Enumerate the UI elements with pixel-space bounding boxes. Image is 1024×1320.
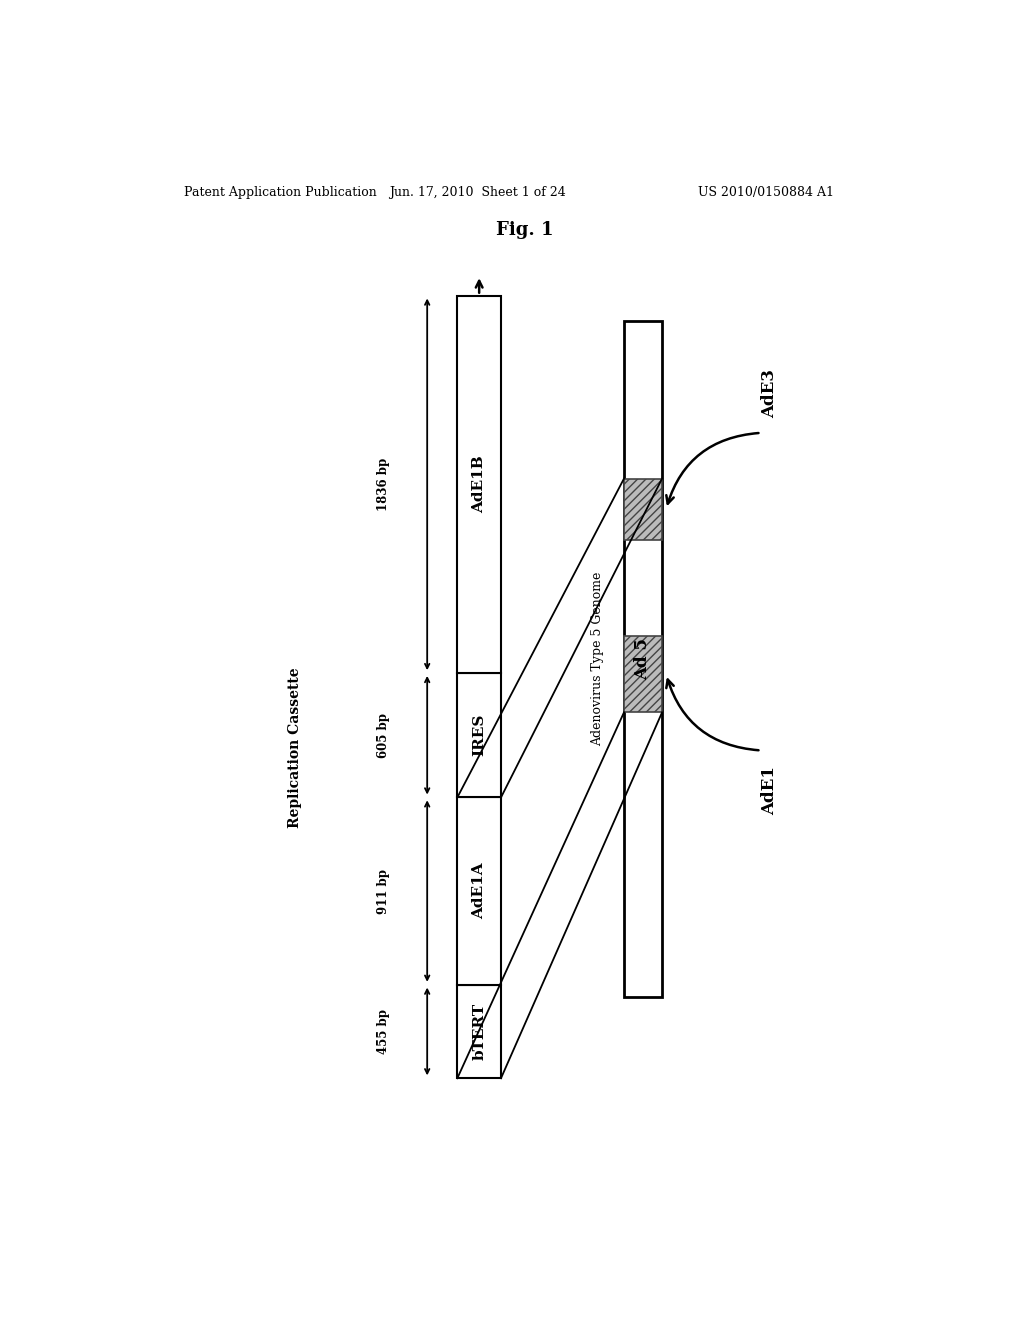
Bar	[624, 479, 663, 540]
Text: AdE3: AdE3	[761, 368, 778, 417]
Bar	[458, 985, 501, 1078]
Text: AdE1B: AdE1B	[472, 455, 486, 513]
Text: IRES: IRES	[472, 714, 486, 756]
Text: Adenovirus Type 5 Genome: Adenovirus Type 5 Genome	[591, 572, 604, 746]
Text: 605 bp: 605 bp	[377, 713, 390, 758]
Bar	[624, 636, 663, 713]
Text: 455 bp: 455 bp	[377, 1008, 390, 1053]
Text: Fig. 1: Fig. 1	[496, 220, 554, 239]
Text: Patent Application Publication: Patent Application Publication	[183, 186, 376, 199]
Bar	[458, 296, 501, 673]
Text: Ad 5: Ad 5	[635, 638, 651, 680]
Text: 911 bp: 911 bp	[377, 869, 390, 913]
Text: AdE1: AdE1	[761, 766, 778, 814]
Text: Jun. 17, 2010  Sheet 1 of 24: Jun. 17, 2010 Sheet 1 of 24	[389, 186, 565, 199]
Bar	[458, 797, 501, 985]
Text: bTERT: bTERT	[472, 1003, 486, 1060]
Text: Replication Cassette: Replication Cassette	[288, 668, 302, 828]
Text: AdE1A: AdE1A	[472, 863, 486, 919]
Text: US 2010/0150884 A1: US 2010/0150884 A1	[698, 186, 835, 199]
Text: 1836 bp: 1836 bp	[377, 458, 390, 511]
Bar	[624, 321, 663, 997]
Bar	[458, 673, 501, 797]
